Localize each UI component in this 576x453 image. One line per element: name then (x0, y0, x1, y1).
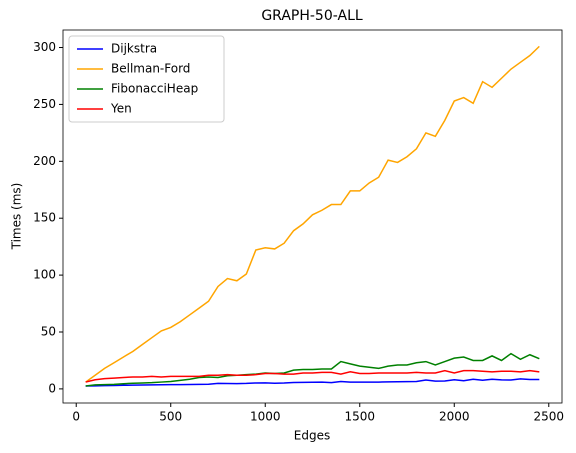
data-line (85, 45, 540, 383)
y-tick-label: 50 (41, 324, 56, 338)
y-tick-label: 250 (33, 97, 56, 111)
x-tick-label: 1000 (250, 410, 281, 424)
legend-label: Dijkstra (111, 42, 157, 56)
chart-title: GRAPH-50-ALL (261, 8, 363, 24)
x-tick-label: 0 (72, 410, 80, 424)
y-tick-label: 150 (33, 211, 56, 225)
y-tick-label: 200 (33, 154, 56, 168)
legend-label: FibonacciHeap (111, 82, 198, 96)
data-line (85, 352, 540, 387)
legend-box (68, 35, 225, 123)
x-tick-label: 2500 (533, 410, 564, 424)
legend-label: Bellman-Ford (111, 62, 190, 76)
y-tick-label: 100 (33, 268, 56, 282)
plot-frame (62, 29, 563, 404)
x-tick-label: 2000 (439, 410, 470, 424)
x-axis-label: Edges (294, 429, 330, 443)
x-tick-label: 500 (159, 410, 182, 424)
x-tick-label: 1500 (344, 410, 375, 424)
data-line (85, 369, 540, 383)
data-line (85, 378, 540, 387)
y-tick-label: 0 (48, 381, 56, 395)
y-tick-label: 300 (33, 40, 56, 54)
legend-label: Yen (110, 102, 132, 116)
y-axis-label: Times (ms) (10, 183, 24, 251)
